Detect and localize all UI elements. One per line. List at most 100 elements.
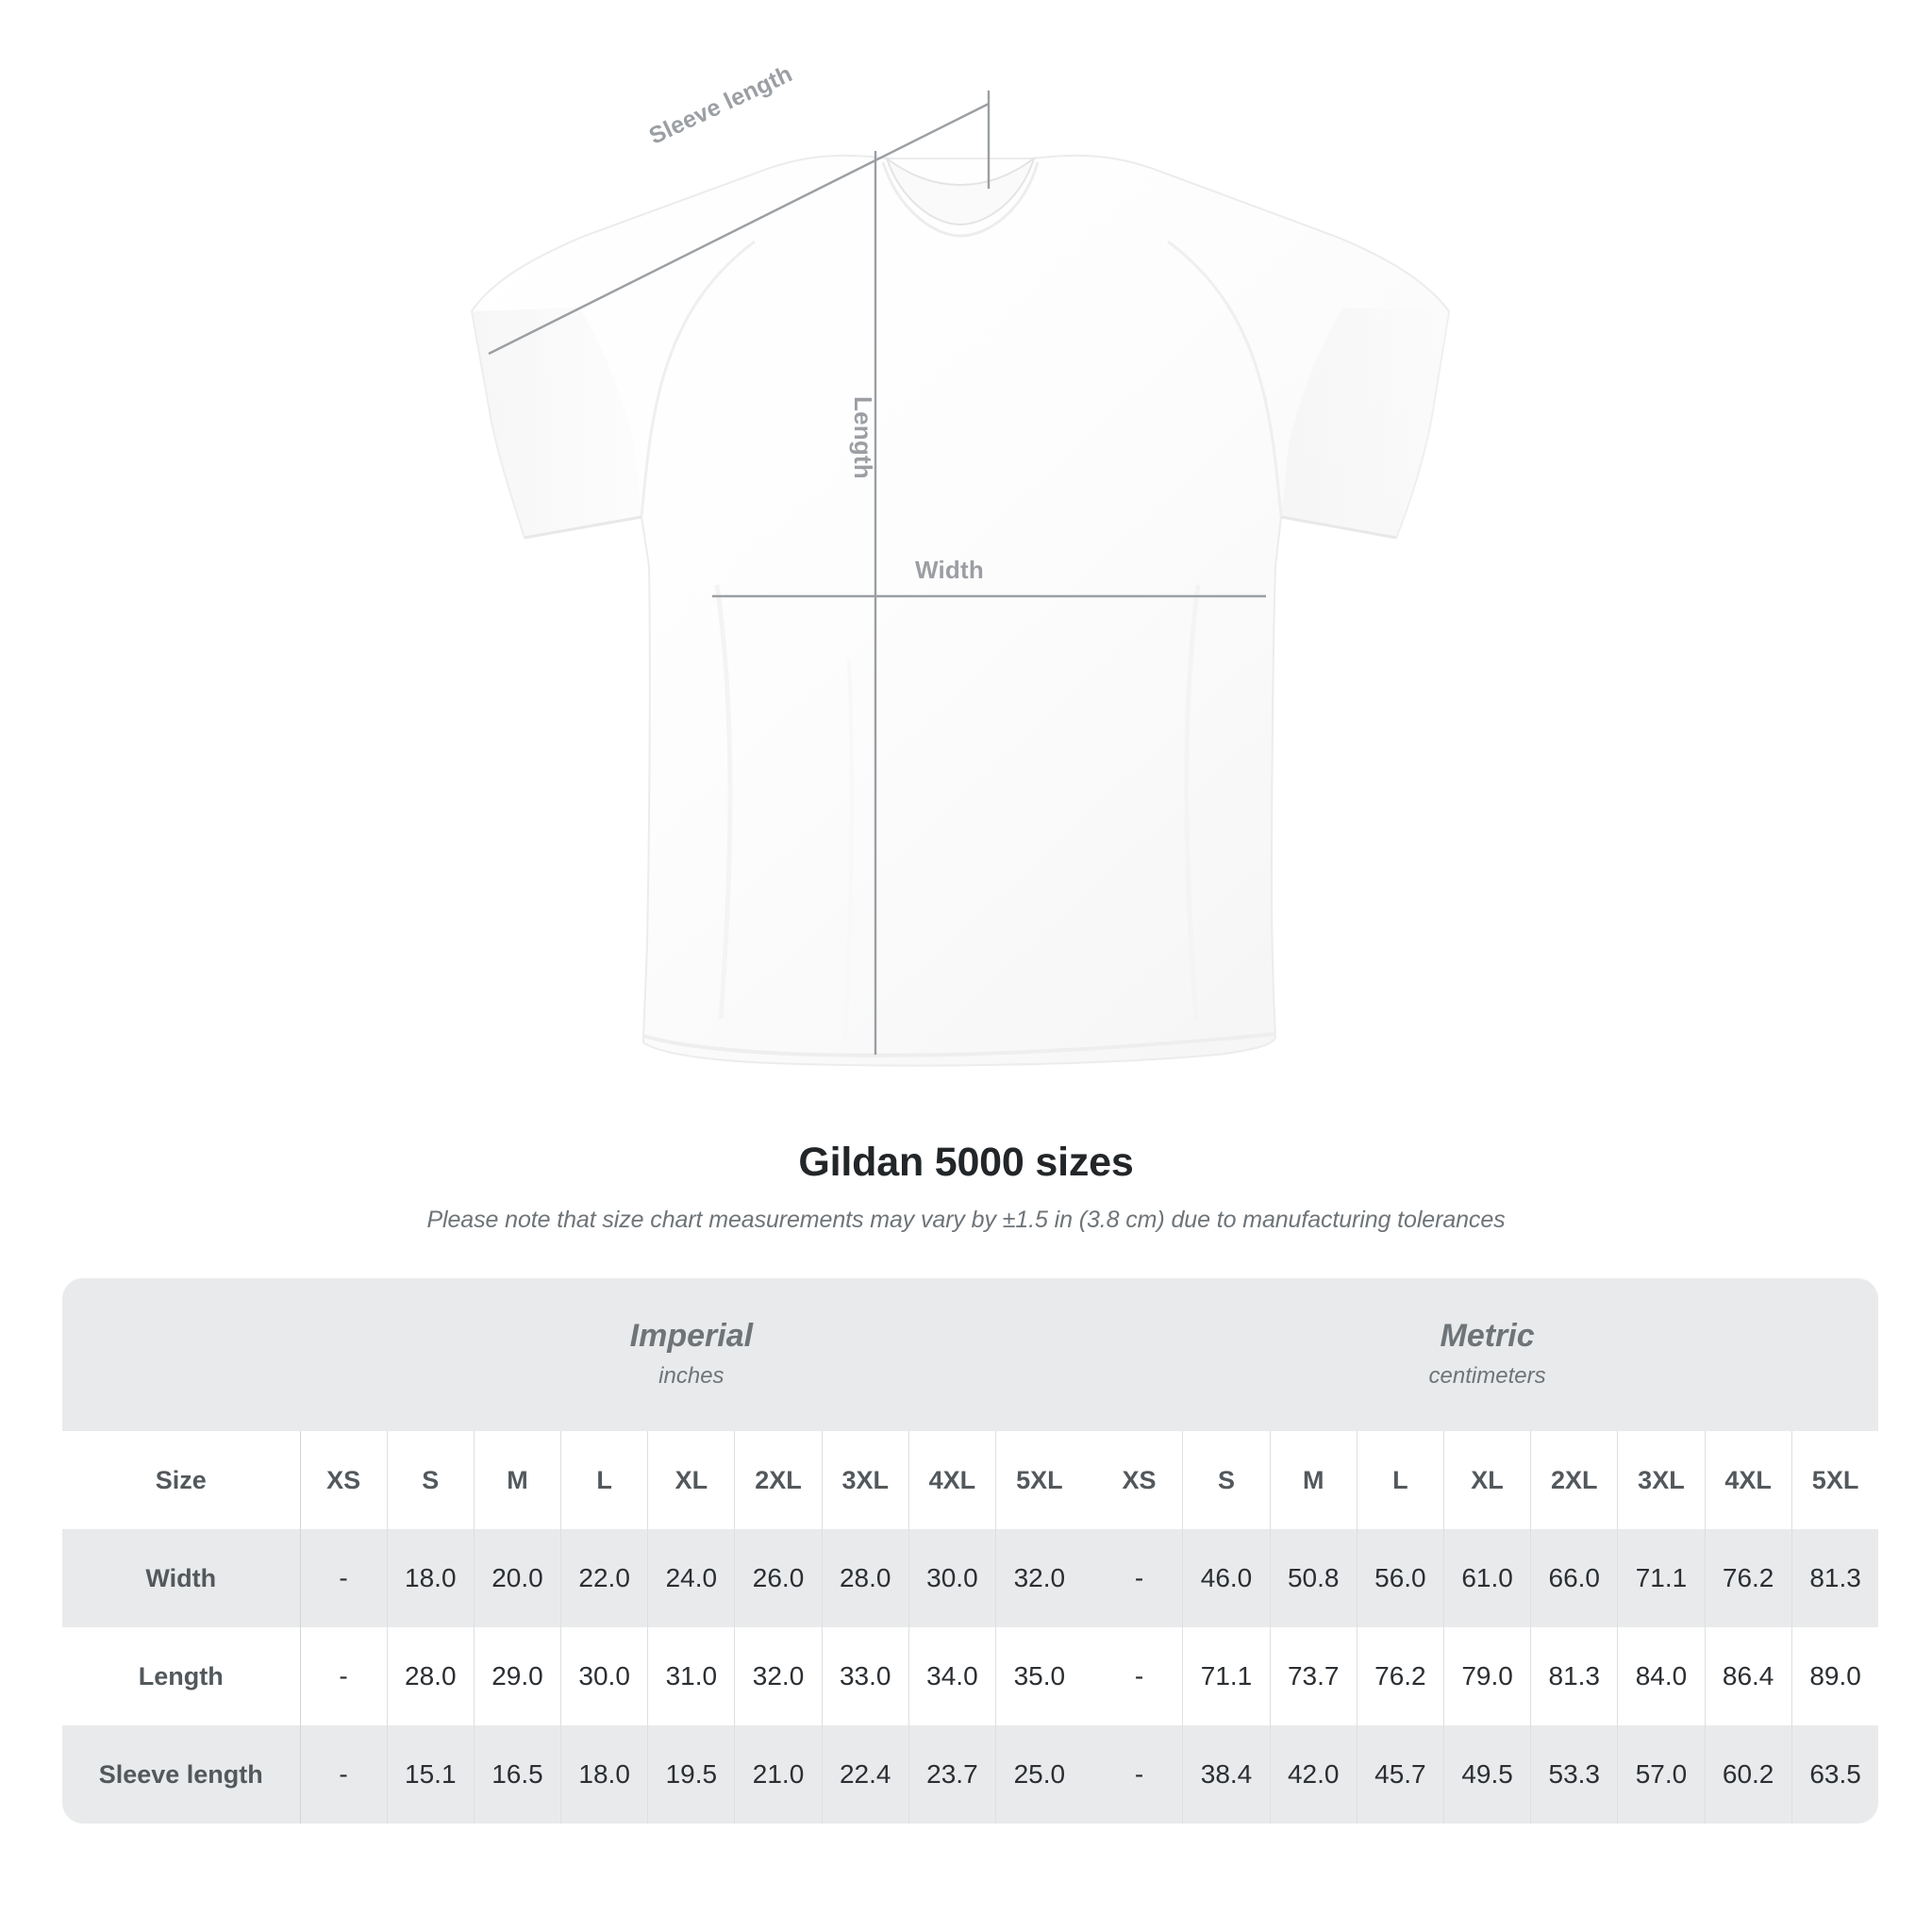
- size-header-cell-metric-xl: XL: [1442, 1431, 1531, 1529]
- page-title: Gildan 5000 sizes: [798, 1140, 1134, 1185]
- size-header-cell-metric-4xl: 4XL: [1704, 1431, 1792, 1529]
- cell-imperial: 34.0: [908, 1627, 996, 1725]
- size-header-cell-imperial-xl: XL: [647, 1431, 735, 1529]
- unit-header-row: Imperial inches Metric centimeters: [62, 1278, 1879, 1431]
- cell-imperial: 19.5: [647, 1725, 735, 1824]
- size-table: Imperial inches Metric centimeters Size XS S M L…: [62, 1278, 1879, 1824]
- cell-metric: 53.3: [1530, 1725, 1618, 1824]
- cell-metric: 56.0: [1356, 1529, 1444, 1627]
- row-label-sleeve-length: Sleeve length: [62, 1725, 301, 1824]
- cell-imperial: -: [300, 1725, 388, 1824]
- cell-imperial: -: [300, 1529, 388, 1627]
- cell-imperial: 26.0: [734, 1529, 823, 1627]
- shirt-body-group: [470, 154, 1451, 1067]
- row-gap: [1082, 1627, 1096, 1725]
- cell-metric: 71.1: [1617, 1529, 1706, 1627]
- cell-metric: 46.0: [1182, 1529, 1271, 1627]
- tshirt-diagram: Sleeve length Length Width: [470, 60, 1451, 1067]
- shirt-collar: [885, 156, 1036, 226]
- shirt-bottom-hem: [642, 1032, 1276, 1058]
- shirt-collar-seam: [881, 161, 1040, 238]
- unit-sub-imperial: inches: [658, 1363, 724, 1390]
- cell-metric: 63.5: [1790, 1725, 1879, 1824]
- size-header-cell-imperial-xs: XS: [300, 1431, 388, 1529]
- cell-metric: 66.0: [1530, 1529, 1618, 1627]
- cell-imperial: 23.7: [908, 1725, 996, 1824]
- cell-metric: 71.1: [1182, 1627, 1271, 1725]
- cell-imperial: 18.0: [560, 1725, 648, 1824]
- row-label-length: Length: [62, 1627, 301, 1725]
- title-block: Gildan 5000 sizes Please note that size …: [0, 1140, 1932, 1234]
- cell-metric: 76.2: [1356, 1627, 1444, 1725]
- row-gap: [1082, 1725, 1096, 1824]
- shirt-right-sleeve-hem: [1280, 515, 1397, 540]
- cell-imperial: 18.0: [386, 1529, 475, 1627]
- cell-metric: -: [1095, 1725, 1183, 1824]
- cell-imperial: -: [300, 1627, 388, 1725]
- sleeve-length-arrow: [488, 102, 990, 356]
- cell-imperial: 30.0: [908, 1529, 996, 1627]
- cell-imperial: 24.0: [647, 1529, 735, 1627]
- width-label: Width: [915, 556, 984, 584]
- shirt-left-armhole: [640, 240, 756, 518]
- cell-imperial: 33.0: [821, 1627, 909, 1725]
- cell-imperial: 29.0: [473, 1627, 561, 1725]
- shirt-silhouette: [470, 154, 1451, 1067]
- shirt-fold-2: [1184, 584, 1201, 1020]
- cell-imperial: 28.0: [386, 1627, 475, 1725]
- unit-header-metric: Metric centimeters: [1095, 1278, 1879, 1431]
- dimension-lines: [488, 91, 1266, 1055]
- cell-imperial: 15.1: [386, 1725, 475, 1824]
- size-header-cell-metric-s: S: [1182, 1431, 1271, 1529]
- unit-row-gap: [1082, 1278, 1096, 1431]
- cell-imperial: 20.0: [473, 1529, 561, 1627]
- cell-metric: 81.3: [1790, 1529, 1879, 1627]
- cell-metric: 89.0: [1790, 1627, 1879, 1725]
- table-row: Length -28.0 29.0 30.0 31.0 32.0 33.0 34.0 35.0-…: [62, 1627, 1879, 1725]
- size-header-cell-imperial-m: M: [473, 1431, 561, 1529]
- row-gap: [1082, 1529, 1096, 1627]
- cell-metric: 86.4: [1704, 1627, 1792, 1725]
- cell-metric: 49.5: [1442, 1725, 1531, 1824]
- shirt-left-sleeve-shade: [472, 308, 641, 538]
- size-header-cell-metric-2xl: 2XL: [1530, 1431, 1618, 1529]
- cell-imperial: 31.0: [647, 1627, 735, 1725]
- unit-header-imperial: Imperial inches: [300, 1278, 1083, 1431]
- unit-name-imperial: Imperial: [629, 1317, 754, 1354]
- size-header-cell-metric-m: M: [1269, 1431, 1357, 1529]
- size-header-cell-imperial-l: L: [560, 1431, 648, 1529]
- shirt-left-sleeve-hem: [524, 515, 642, 540]
- cell-metric: 81.3: [1530, 1627, 1618, 1725]
- size-header-cell-metric-3xl: 3XL: [1617, 1431, 1706, 1529]
- shirt-right-sleeve-shade: [1281, 308, 1449, 538]
- table-row: Sleeve length -15.1 16.5 18.0 19.5 21.0 22.4 23…: [62, 1725, 1879, 1824]
- unit-row-spacer: [62, 1278, 300, 1431]
- size-header-cell-imperial-s: S: [386, 1431, 475, 1529]
- size-header-row: Size XS S M L XL 2XL 3XL 4XL 5XL XS S M L XL 2XL 3XL 4XL 5…: [62, 1431, 1879, 1529]
- cell-metric: 50.8: [1269, 1529, 1357, 1627]
- cell-metric: 57.0: [1617, 1725, 1706, 1824]
- cell-metric: 76.2: [1704, 1529, 1792, 1627]
- cell-imperial: 22.4: [821, 1725, 909, 1824]
- size-header-cell-imperial-5xl: 5XL: [994, 1431, 1083, 1529]
- size-header-cell-metric-5xl: 5XL: [1790, 1431, 1879, 1529]
- page-subtitle: Please note that size chart measurements…: [426, 1207, 1506, 1233]
- shirt-fold-3: [843, 659, 854, 1039]
- size-header-cell-imperial-4xl: 4XL: [908, 1431, 996, 1529]
- cell-imperial: 22.0: [560, 1529, 648, 1627]
- size-header-cell-metric-xs: XS: [1095, 1431, 1183, 1529]
- tshirt-illustration: [470, 91, 1451, 1067]
- cell-imperial: 16.5: [473, 1725, 561, 1824]
- size-row-gap: [1082, 1431, 1096, 1529]
- cell-imperial: 30.0: [560, 1627, 648, 1725]
- cell-metric: -: [1095, 1529, 1183, 1627]
- cell-metric: 73.7: [1269, 1627, 1357, 1725]
- cell-metric: 84.0: [1617, 1627, 1706, 1725]
- size-header-label: Size: [62, 1431, 301, 1529]
- size-header-cell-imperial-2xl: 2XL: [734, 1431, 823, 1529]
- cell-metric: -: [1095, 1627, 1183, 1725]
- length-label: Length: [849, 396, 877, 479]
- shirt-right-armhole: [1167, 240, 1283, 518]
- cell-imperial: 21.0: [734, 1725, 823, 1824]
- size-header-cell-metric-l: L: [1356, 1431, 1444, 1529]
